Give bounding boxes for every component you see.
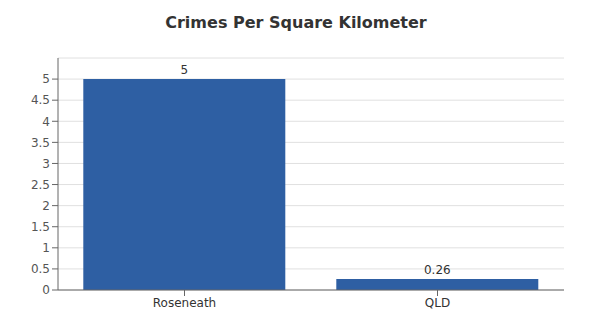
- svg-text:4.5: 4.5: [31, 93, 50, 107]
- svg-text:1.5: 1.5: [31, 220, 50, 234]
- svg-text:0.5: 0.5: [31, 262, 50, 276]
- svg-text:0.26: 0.26: [424, 263, 451, 277]
- svg-text:2: 2: [42, 199, 50, 213]
- svg-text:4: 4: [42, 115, 50, 129]
- svg-text:0: 0: [42, 283, 50, 297]
- svg-text:5: 5: [180, 63, 188, 77]
- svg-text:1: 1: [42, 241, 50, 255]
- svg-text:3.5: 3.5: [31, 136, 50, 150]
- svg-text:3: 3: [42, 157, 50, 171]
- svg-text:Roseneath: Roseneath: [153, 296, 216, 310]
- svg-text:QLD: QLD: [425, 296, 450, 310]
- svg-text:2.5: 2.5: [31, 178, 50, 192]
- html-text:Crimes Per Square Kilometer: Crimes Per Square Kilometer: [165, 13, 427, 32]
- svg-text:5: 5: [42, 72, 50, 86]
